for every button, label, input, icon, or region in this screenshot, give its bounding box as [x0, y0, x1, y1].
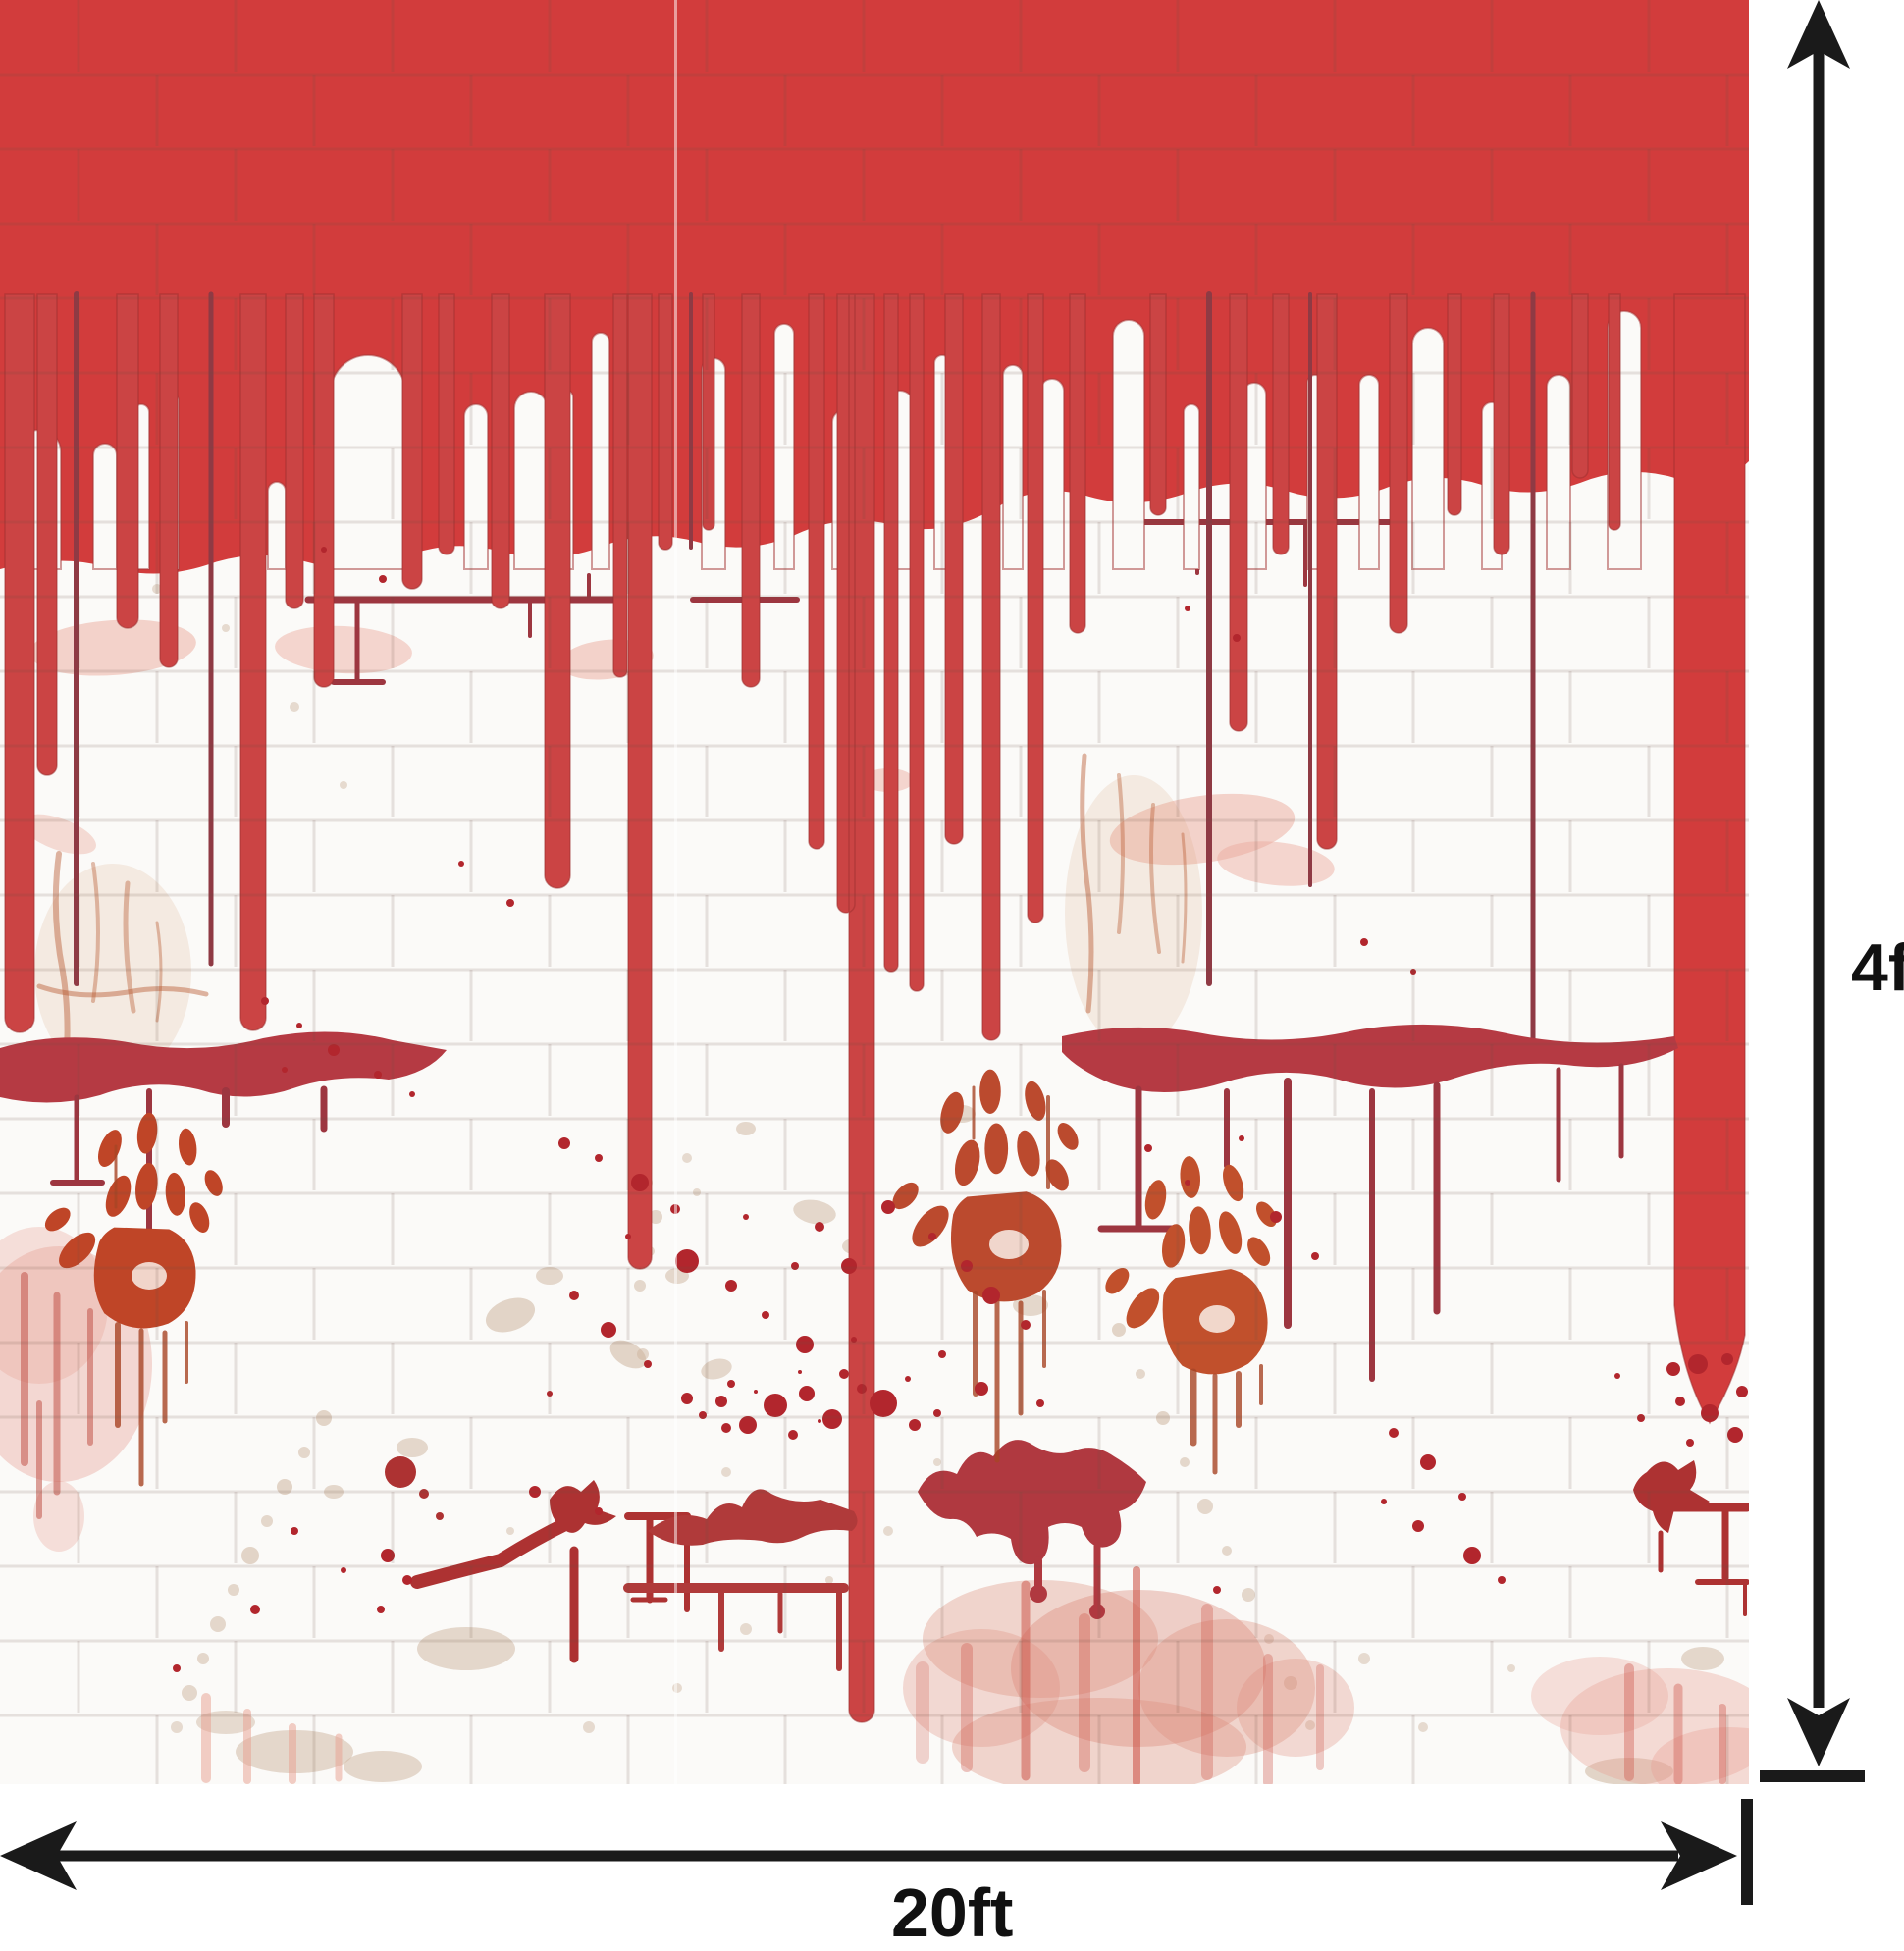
- bloody-wall-backdrop: [0, 0, 1749, 1784]
- bloody-handprints: [33, 1064, 1298, 1487]
- blood-drips: [4, 291, 1746, 1723]
- brick-mortar-grid: [0, 0, 1749, 1784]
- height-dimension-label: 4ft: [1851, 930, 1904, 1005]
- blood-splatter: [173, 547, 1748, 1672]
- vertical-dimension-arrow-icon: [1760, 0, 1865, 1782]
- backdrop-art: [0, 0, 1749, 1784]
- faded-bottom-drips: [201, 1693, 343, 1784]
- horizontal-dimension-arrow-icon: [0, 1799, 1753, 1905]
- handprint-drips: [114, 1085, 1263, 1487]
- wide-right-drip: [1673, 293, 1746, 1425]
- width-dimension-label: 20ft: [891, 1874, 1014, 1951]
- panel-seam-line: [674, 0, 677, 1784]
- height-dimension: [1758, 0, 1879, 1788]
- bottom-blood-splats: [385, 1440, 1749, 1671]
- width-dimension: [0, 1794, 1757, 1905]
- dark-thin-drips: [74, 291, 1536, 1045]
- blood-wipes: [0, 1227, 1749, 1784]
